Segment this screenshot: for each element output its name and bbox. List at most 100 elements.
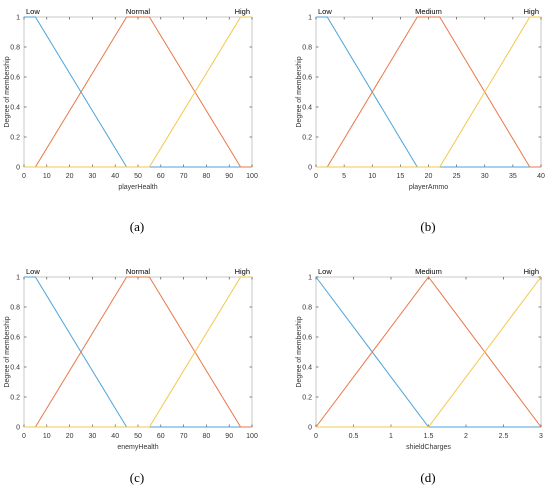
y-tick-label: 0.8 bbox=[10, 305, 20, 312]
series-label-normal: Normal bbox=[126, 7, 151, 16]
x-tick-label: 0 bbox=[314, 433, 318, 440]
x-tick-label: 90 bbox=[225, 433, 233, 440]
x-tick-label: 30 bbox=[481, 173, 489, 180]
plot-frame bbox=[23, 16, 253, 168]
x-axis-label: shieldCharges bbox=[406, 444, 451, 451]
x-axis-label: enemyHealth bbox=[117, 444, 158, 451]
x-tick-label: 0 bbox=[314, 173, 318, 180]
series-label-normal: Normal bbox=[126, 267, 151, 276]
y-tick-label: 0.4 bbox=[302, 365, 312, 372]
y-tick-label: 0.4 bbox=[302, 105, 312, 112]
y-axis-label: Degree of membership bbox=[296, 316, 303, 387]
series-line-low bbox=[24, 276, 252, 428]
x-tick-label: 1 bbox=[389, 433, 393, 440]
x-tick-label: 35 bbox=[509, 173, 517, 180]
x-tick-label: 50 bbox=[134, 173, 142, 180]
x-tick-label: 0 bbox=[22, 173, 26, 180]
panel-c: 0 10 20 30 40 50 60 70 80 90 100 0 0.2 0.4 0.6 0.8 1 enem… bbox=[4, 267, 258, 451]
x-tick-label: 100 bbox=[246, 433, 258, 440]
x-tick-label: 10 bbox=[43, 433, 51, 440]
series-line-low bbox=[315, 276, 541, 428]
series-label-medium: Medium bbox=[415, 267, 442, 276]
series-label-low: Low bbox=[26, 267, 40, 276]
x-tick-label: 0 bbox=[22, 433, 26, 440]
x-tick-label: 30 bbox=[89, 173, 97, 180]
panel-a-caption: (a) bbox=[129, 219, 145, 234]
y-tick-label: 1 bbox=[16, 275, 20, 282]
y-tick-label: 0.8 bbox=[302, 45, 312, 52]
y-tick-label: 1 bbox=[308, 15, 312, 22]
x-tick-label: 50 bbox=[134, 433, 142, 440]
series-label-medium: Medium bbox=[415, 7, 442, 16]
y-tick-label: 0.8 bbox=[10, 45, 20, 52]
y-tick-label: 0.6 bbox=[10, 75, 20, 82]
x-tick-label: 100 bbox=[246, 173, 258, 180]
y-tick-label: 0 bbox=[308, 165, 312, 172]
panel-c-caption: (c) bbox=[129, 470, 145, 485]
series-line-normal bbox=[34, 276, 252, 428]
series-label-high: High bbox=[524, 267, 539, 276]
y-tick-label: 1 bbox=[308, 275, 312, 282]
y-tick-label: 0.6 bbox=[10, 335, 20, 342]
y-tick-label: 0.2 bbox=[10, 135, 20, 142]
x-tick-label: 90 bbox=[225, 173, 233, 180]
series-label-low: Low bbox=[318, 267, 332, 276]
y-axis-label: Degree of membership bbox=[296, 56, 303, 127]
series-label-high: High bbox=[235, 267, 250, 276]
x-tick-label: 20 bbox=[66, 433, 74, 440]
y-tick-label: 0.4 bbox=[10, 105, 20, 112]
x-tick-label: 60 bbox=[157, 433, 165, 440]
plot-frame bbox=[23, 276, 253, 428]
x-tick-label: 5 bbox=[342, 173, 346, 180]
y-tick-label: 0 bbox=[308, 425, 312, 432]
x-tick-label: 30 bbox=[89, 433, 97, 440]
x-tick-label: 10 bbox=[368, 173, 376, 180]
y-axis-label: Degree of membership bbox=[4, 316, 11, 387]
x-tick-label: 2.5 bbox=[499, 433, 509, 440]
x-tick-label: 25 bbox=[453, 173, 461, 180]
x-tick-label: 40 bbox=[111, 173, 119, 180]
y-tick-label: 0.6 bbox=[302, 75, 312, 82]
x-tick-label: 15 bbox=[396, 173, 404, 180]
x-tick-label: 40 bbox=[537, 173, 545, 180]
y-tick-label: 0.8 bbox=[302, 305, 312, 312]
y-tick-label: 0.2 bbox=[10, 395, 20, 402]
y-tick-label: 0.2 bbox=[302, 135, 312, 142]
series-line-normal bbox=[34, 16, 252, 168]
x-tick-label: 60 bbox=[157, 173, 165, 180]
y-tick-label: 0 bbox=[16, 425, 20, 432]
x-tick-label: 1.5 bbox=[424, 433, 434, 440]
series-label-high: High bbox=[235, 7, 250, 16]
plot-frame bbox=[315, 276, 542, 428]
panel-d: 0 0.5 1 1.5 2 2.5 3 0 0.2 0.4 0.6 0.8 1 shieldCharges… bbox=[296, 267, 543, 451]
panel-b-caption: (b) bbox=[420, 219, 436, 234]
x-tick-label: 0.5 bbox=[349, 433, 359, 440]
panel-b: 0 5 10 15 20 25 30 35 40 0 0.2 0.4 0.6 0.8 1 playerAmmo… bbox=[296, 7, 545, 191]
x-axis-label: playerAmmo bbox=[409, 184, 448, 191]
y-tick-label: 0 bbox=[16, 165, 20, 172]
x-tick-label: 3 bbox=[539, 433, 543, 440]
x-tick-label: 70 bbox=[180, 433, 188, 440]
series-line-medium bbox=[315, 276, 542, 428]
y-tick-label: 1 bbox=[16, 15, 20, 22]
plot-frame bbox=[315, 16, 542, 168]
series-label-low: Low bbox=[26, 7, 40, 16]
series-line-medium bbox=[326, 16, 541, 168]
x-axis-label: playerHealth bbox=[118, 184, 157, 191]
series-line-low bbox=[24, 16, 252, 168]
x-tick-label: 20 bbox=[425, 173, 433, 180]
y-axis-label: Degree of membership bbox=[4, 56, 11, 127]
series-line-high bbox=[24, 16, 252, 168]
series-line-high bbox=[316, 276, 542, 428]
series-line-high bbox=[24, 276, 252, 428]
x-tick-label: 70 bbox=[180, 173, 188, 180]
x-tick-label: 20 bbox=[66, 173, 74, 180]
panel-d-caption: (d) bbox=[420, 470, 436, 485]
x-tick-label: 80 bbox=[203, 173, 211, 180]
x-tick-label: 40 bbox=[111, 433, 119, 440]
series-line-low bbox=[316, 16, 541, 168]
y-tick-label: 0.4 bbox=[10, 365, 20, 372]
x-tick-label: 10 bbox=[43, 173, 51, 180]
series-line-high bbox=[316, 16, 541, 168]
series-label-high: High bbox=[524, 7, 539, 16]
